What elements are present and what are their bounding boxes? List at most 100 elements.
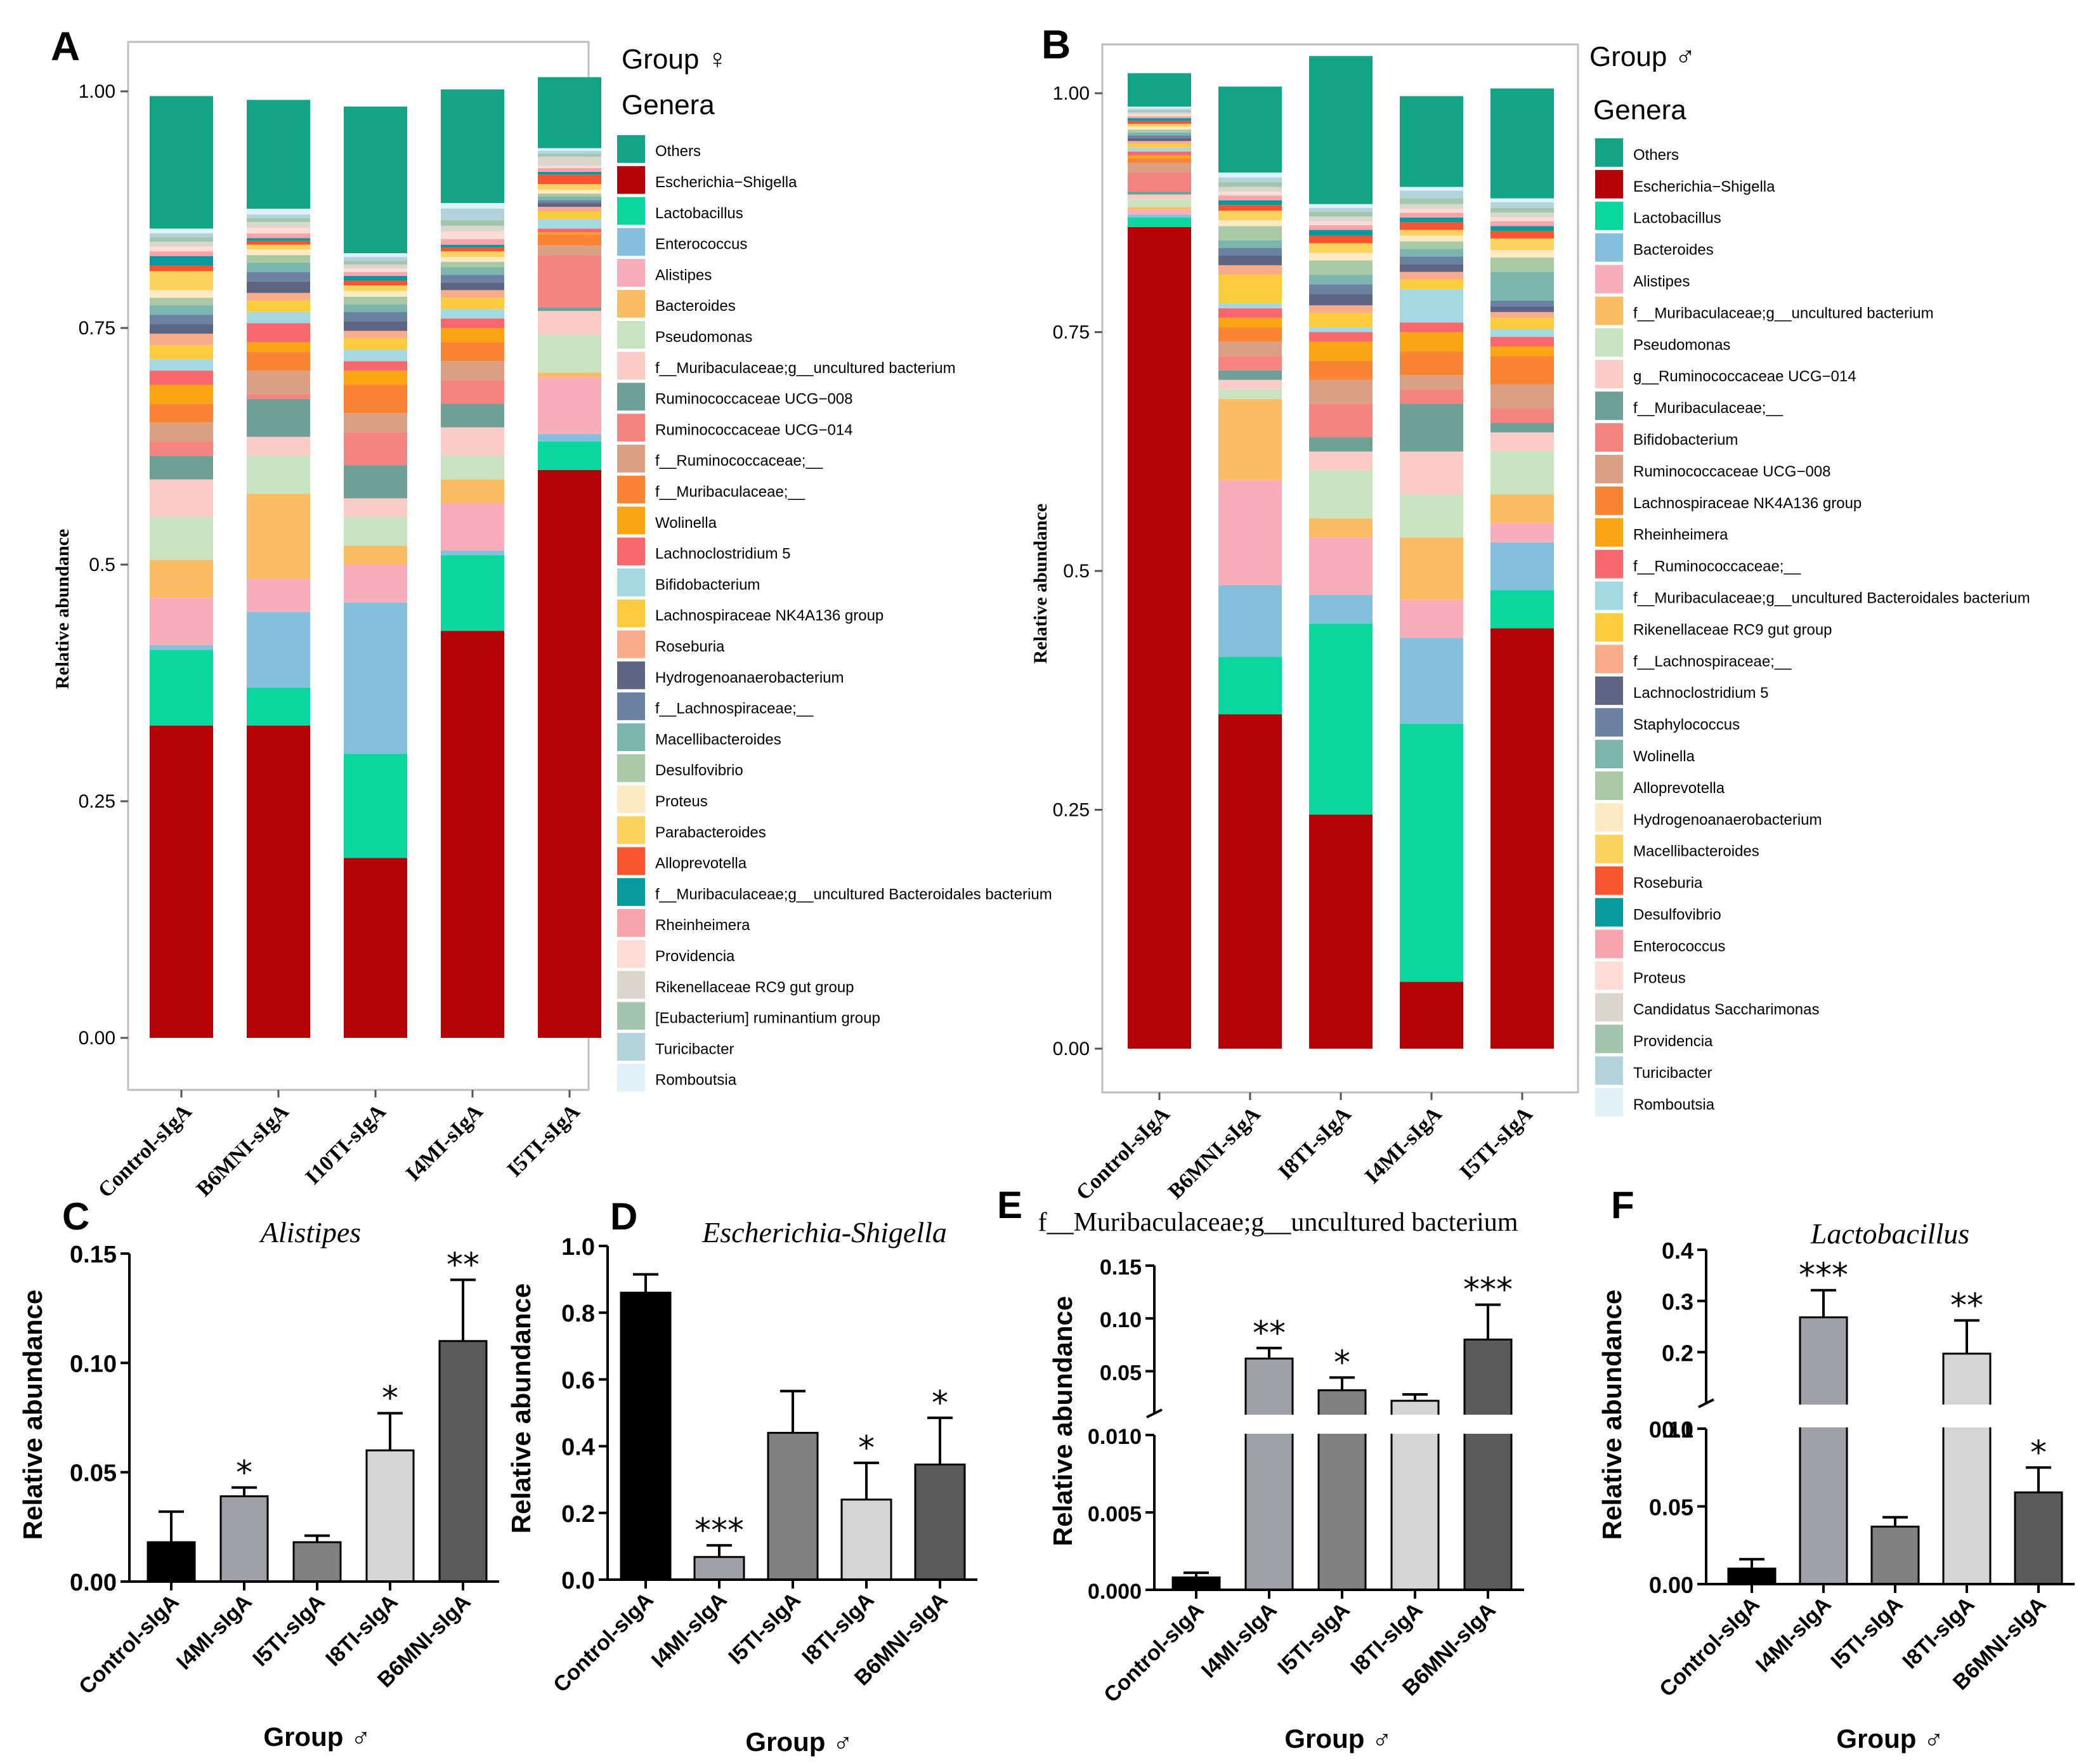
bar-segment-a-0-25	[150, 246, 213, 252]
legend-swatch-a	[617, 630, 645, 659]
bar-segment-a-2-26	[344, 265, 407, 269]
bar-segment-a-3-28	[441, 209, 504, 220]
legend-label-a: Alloprevotella	[655, 855, 747, 872]
bar-segment-b-3-20	[1400, 235, 1463, 242]
bar-segment-b-1-1	[1218, 657, 1282, 714]
bar-segment-b-1-8	[1218, 356, 1282, 370]
legend-swatch-b	[1595, 486, 1623, 515]
bar-segment-a-2-6	[344, 498, 407, 518]
bar-segment-a-3-21	[441, 251, 504, 258]
bar-segment-a-1-28	[247, 214, 310, 218]
x-axis-label-f: Group ♂	[1836, 1724, 1943, 1753]
legend-swatch-b	[1595, 581, 1623, 610]
legend-swatch-a	[617, 228, 645, 256]
panel-letter-a: A	[51, 23, 80, 69]
significance-d-4: *	[932, 1384, 948, 1422]
x-tick-label-a: I5TI-sIgA	[503, 1099, 585, 1181]
legend-swatch-a	[617, 600, 645, 627]
bar-segment-b-3-0	[1400, 981, 1463, 1049]
legend-label-b: f__Lachnospiraceae;__	[1633, 653, 1792, 670]
panel-letter-c: C	[62, 1195, 89, 1238]
bar-segment-b-2-28	[1309, 207, 1373, 212]
bar-segment-a-1-10	[247, 351, 310, 371]
bar-segment-b-1-16	[1218, 256, 1282, 266]
bar-segment-b-2-24	[1309, 225, 1373, 230]
bar-segment-b-3-1	[1400, 723, 1463, 982]
bar-segment-b-3-11	[1400, 332, 1463, 351]
bar-segment-b-2-0	[1309, 815, 1373, 1049]
bar-segment-a-3-18	[441, 267, 504, 275]
bar-segment-a-0-18	[150, 305, 213, 315]
bar-segment-a-4-16	[538, 203, 601, 207]
bar-segment-b-0-24	[1128, 116, 1191, 119]
bar-segment-b-1-23	[1218, 200, 1282, 206]
y-tick-label-f: 0.4	[1662, 1238, 1693, 1264]
bar-segment-b-4-27	[1490, 207, 1554, 213]
bar-d-3	[840, 1498, 892, 1581]
bar-segment-b-3-2	[1400, 638, 1463, 724]
bar-segment-b-3-30	[1400, 96, 1463, 187]
bar-segment-b-0-28	[1128, 108, 1191, 111]
bar-segment-b-1-21	[1218, 211, 1282, 221]
bar-segment-a-2-13	[344, 350, 407, 362]
significance-f-3: **	[1950, 1287, 1983, 1325]
bar-segment-a-3-3	[441, 503, 504, 551]
bar-segment-a-2-16	[344, 321, 407, 331]
bar-segment-b-2-16	[1309, 294, 1373, 306]
bar-segment-b-0-4	[1128, 207, 1191, 210]
significance-d-1: ***	[695, 1512, 744, 1550]
legend-swatch-b	[1595, 740, 1623, 768]
legend-swatch-b	[1595, 866, 1623, 895]
bar-segment-b-3-24	[1400, 213, 1463, 218]
y-tick-label-d: 0.4	[561, 1434, 595, 1461]
bar-segment-a-0-5	[150, 517, 213, 560]
legend-swatch-b	[1595, 1088, 1623, 1117]
y-tick-label-a: 1.00	[79, 81, 115, 102]
bar-segment-a-2-15	[344, 331, 407, 339]
bar-segment-b-3-26	[1400, 204, 1463, 209]
bar-segment-b-2-26	[1309, 216, 1373, 221]
significance-c-1: *	[236, 1454, 252, 1492]
bar-segment-b-2-1	[1309, 623, 1373, 815]
bar-segment-a-0-21	[150, 271, 213, 291]
bar-segment-b-1-20	[1218, 220, 1282, 226]
bar-segment-a-3-20	[441, 257, 504, 262]
legend-swatch-a	[617, 475, 645, 504]
bar-segment-a-0-20	[150, 290, 213, 298]
bar-segment-a-4-12	[538, 228, 601, 233]
break-mark-e	[1146, 1408, 1163, 1419]
stacked-bars-a	[150, 77, 601, 1038]
bar-f-0	[1727, 1568, 1777, 1585]
bar-segment-b-0-0	[1128, 226, 1191, 1049]
bar-segment-b-3-13	[1400, 289, 1463, 323]
bar-segment-b-0-8	[1128, 172, 1191, 192]
bar-segment-b-2-27	[1309, 211, 1373, 217]
x-tick-label-c: Control-sIgA	[74, 1590, 183, 1699]
bar-segment-b-2-30	[1309, 56, 1373, 204]
bar-c-0	[147, 1541, 196, 1583]
bar-segment-a-0-8	[150, 442, 213, 456]
legend-label-b: Turicibacter	[1633, 1065, 1712, 1082]
x-tick-label-e: I5TI-sIgA	[1273, 1598, 1354, 1679]
legend-label-a: Others	[655, 143, 701, 160]
bar-segment-a-4-27	[538, 154, 601, 157]
bar-segment-b-4-19	[1490, 258, 1554, 272]
bar-segment-a-4-20	[538, 190, 601, 194]
legend-label-b: Providencia	[1633, 1033, 1713, 1050]
legend-label-a: Enterococcus	[655, 236, 747, 253]
bar-segment-b-0-2	[1128, 214, 1191, 218]
panel-letter-e: E	[997, 1184, 1022, 1226]
bar-segment-b-4-22	[1490, 230, 1554, 239]
y-tick-label-e: 0.05	[1100, 1361, 1142, 1385]
bar-segment-b-3-7	[1400, 403, 1463, 452]
bar-segment-a-2-25	[344, 268, 407, 272]
bar-segment-b-4-17	[1490, 300, 1554, 306]
bar-segment-a-2-11	[344, 370, 407, 385]
bar-segment-a-4-7	[538, 307, 601, 311]
bar-segment-a-4-13	[538, 219, 601, 229]
x-tick-label-d: I4MI-sIgA	[647, 1588, 732, 1673]
bar-segment-b-1-24	[1218, 195, 1282, 200]
x-axis-label-d: Group ♂	[745, 1727, 852, 1757]
bar-segment-b-3-14	[1400, 279, 1463, 289]
